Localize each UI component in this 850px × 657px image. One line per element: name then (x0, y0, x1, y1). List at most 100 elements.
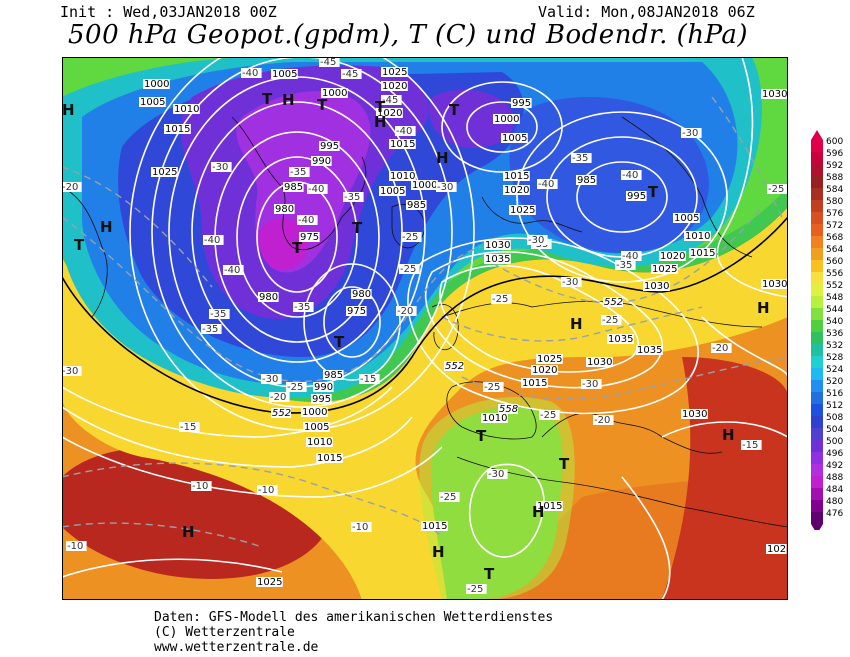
legend-value: 536 (826, 329, 843, 339)
pressure-label: 1035 (607, 334, 634, 345)
legend-swatch (811, 236, 823, 248)
pressure-label: 995 (626, 191, 647, 202)
pressure-label-text: 980 (259, 292, 278, 303)
pressure-label: 980 (351, 289, 372, 300)
low-pressure-center: T (476, 427, 487, 445)
pressure-label: 990 (313, 382, 334, 393)
temperature-label-text: -15 (180, 422, 196, 433)
temperature-label-text: -30 (528, 235, 544, 246)
legend-swatch (811, 404, 823, 416)
temperature-label: -30 (581, 379, 602, 390)
temperature-label: -30 (211, 162, 232, 173)
temperature-label-text: -35 (290, 167, 306, 178)
temperature-label: -40 (621, 251, 642, 262)
pressure-label-text: 1005 (304, 422, 329, 433)
pressure-label-text: 1015 (422, 521, 447, 532)
pressure-label-text: 1010 (685, 231, 710, 242)
legend-swatch (811, 272, 823, 284)
pressure-label: 1035 (636, 345, 663, 356)
legend-swatch (811, 260, 823, 272)
legend-value: 524 (826, 365, 843, 375)
temperature-label: -30 (62, 366, 82, 377)
pressure-label: 1010 (173, 104, 200, 115)
geopotential-label-text: 558 (499, 404, 518, 415)
footer-website[interactable]: www.wetterzentrale.de (154, 640, 319, 655)
pressure-label: 1010 (684, 231, 711, 242)
pressure-label-text: 1020 (377, 108, 402, 119)
high-pressure-center: H (282, 91, 295, 109)
temperature-label: -20 (396, 306, 417, 317)
pressure-label-text: 1010 (307, 437, 332, 448)
pressure-label: 1020 (531, 365, 558, 376)
pressure-label-text: 1015 (537, 501, 562, 512)
temperature-label: -30 (436, 182, 457, 193)
pressure-label-text: 980 (275, 204, 294, 215)
temperature-label-text: -15 (742, 440, 758, 451)
temperature-label-text: -30 (682, 128, 698, 139)
low-pressure-center: T (334, 333, 345, 351)
temperature-label-text: -30 (488, 469, 504, 480)
pressure-label: 1010 (306, 437, 333, 448)
pressure-label: 1030 (681, 409, 708, 420)
legend-value: 564 (826, 245, 843, 255)
temperature-label-text: -20 (594, 415, 610, 426)
temperature-label-text: -45 (342, 69, 358, 80)
temperature-label: -40 (621, 170, 642, 181)
temperature-label: -40 (537, 179, 558, 190)
pressure-label: 1015 (316, 453, 343, 464)
legend-swatch (811, 440, 823, 452)
pressure-label-text: 1005 (272, 69, 297, 80)
temperature-label-text: -40 (538, 179, 554, 190)
low-pressure-center: T (375, 98, 386, 116)
legend-value: 568 (826, 233, 843, 243)
legend-value: 496 (826, 449, 843, 459)
temperature-label: -10 (351, 522, 372, 533)
geopotential-label-text: 552 (445, 361, 464, 372)
temperature-label-text: -25 (402, 232, 418, 243)
legend-swatch (811, 476, 823, 488)
pressure-label: 1000 (493, 114, 520, 125)
pressure-label-text: 1015 (504, 171, 529, 182)
pressure-label-text: 990 (312, 156, 331, 167)
pressure-label: 1020 (381, 81, 408, 92)
color-scale-legend: 600 596 592 588 584 580 576 572 568 564 560 556 552 5… (811, 130, 843, 530)
low-pressure-center: T (648, 183, 659, 201)
pressure-label: 975 (346, 306, 367, 317)
high-pressure-center: H (100, 218, 113, 236)
pressure-label-text: 985 (284, 182, 303, 193)
pressure-label-text: 975 (347, 306, 366, 317)
temperature-label: -40 (307, 184, 328, 195)
pressure-label-text: 1000 (302, 407, 327, 418)
temperature-label: -35 (615, 260, 636, 271)
high-pressure-center: H (374, 113, 387, 131)
pressure-label-text: 975 (300, 232, 319, 243)
legend-swatch (811, 176, 823, 188)
temperature-label: -10 (66, 541, 87, 552)
temperature-label-text: -35 (294, 302, 310, 313)
temperature-label-text: -10 (352, 522, 368, 533)
low-pressure-center: T (74, 236, 85, 254)
legend-swatch (811, 512, 823, 524)
geopotential-labels: 552 552 558 552 (271, 297, 623, 419)
legend-swatch (811, 212, 823, 224)
high-pressure-center: H (432, 543, 445, 561)
temperature-label-text: -20 (712, 343, 728, 354)
pressure-label: 1025 (151, 167, 178, 178)
legend-value: 588 (826, 173, 843, 183)
temperature-label: -25 (483, 382, 504, 393)
pressure-label: 980 (274, 204, 295, 215)
temperature-label: -25 (286, 382, 307, 393)
pressure-label-text: 1020 (504, 185, 529, 196)
pressure-label: 985 (406, 200, 427, 211)
temperature-label-text: -25 (484, 382, 500, 393)
pressure-label-text: 1015 (522, 378, 547, 389)
low-pressure-center: T (449, 101, 460, 119)
map-title: 500 hPa Geopot.(gpdm), T (C) und Bodendr… (68, 20, 749, 50)
pressure-label-text: 1005 (140, 97, 165, 108)
pressure-label-text: 1015 (690, 248, 715, 259)
temperature-label-text: -25 (467, 584, 483, 595)
legend-value: 600 (826, 137, 843, 147)
pressure-label: 1025 (256, 577, 283, 588)
pressure-label-text: 1035 (608, 334, 633, 345)
pressure-label-text: 1025 (257, 577, 282, 588)
